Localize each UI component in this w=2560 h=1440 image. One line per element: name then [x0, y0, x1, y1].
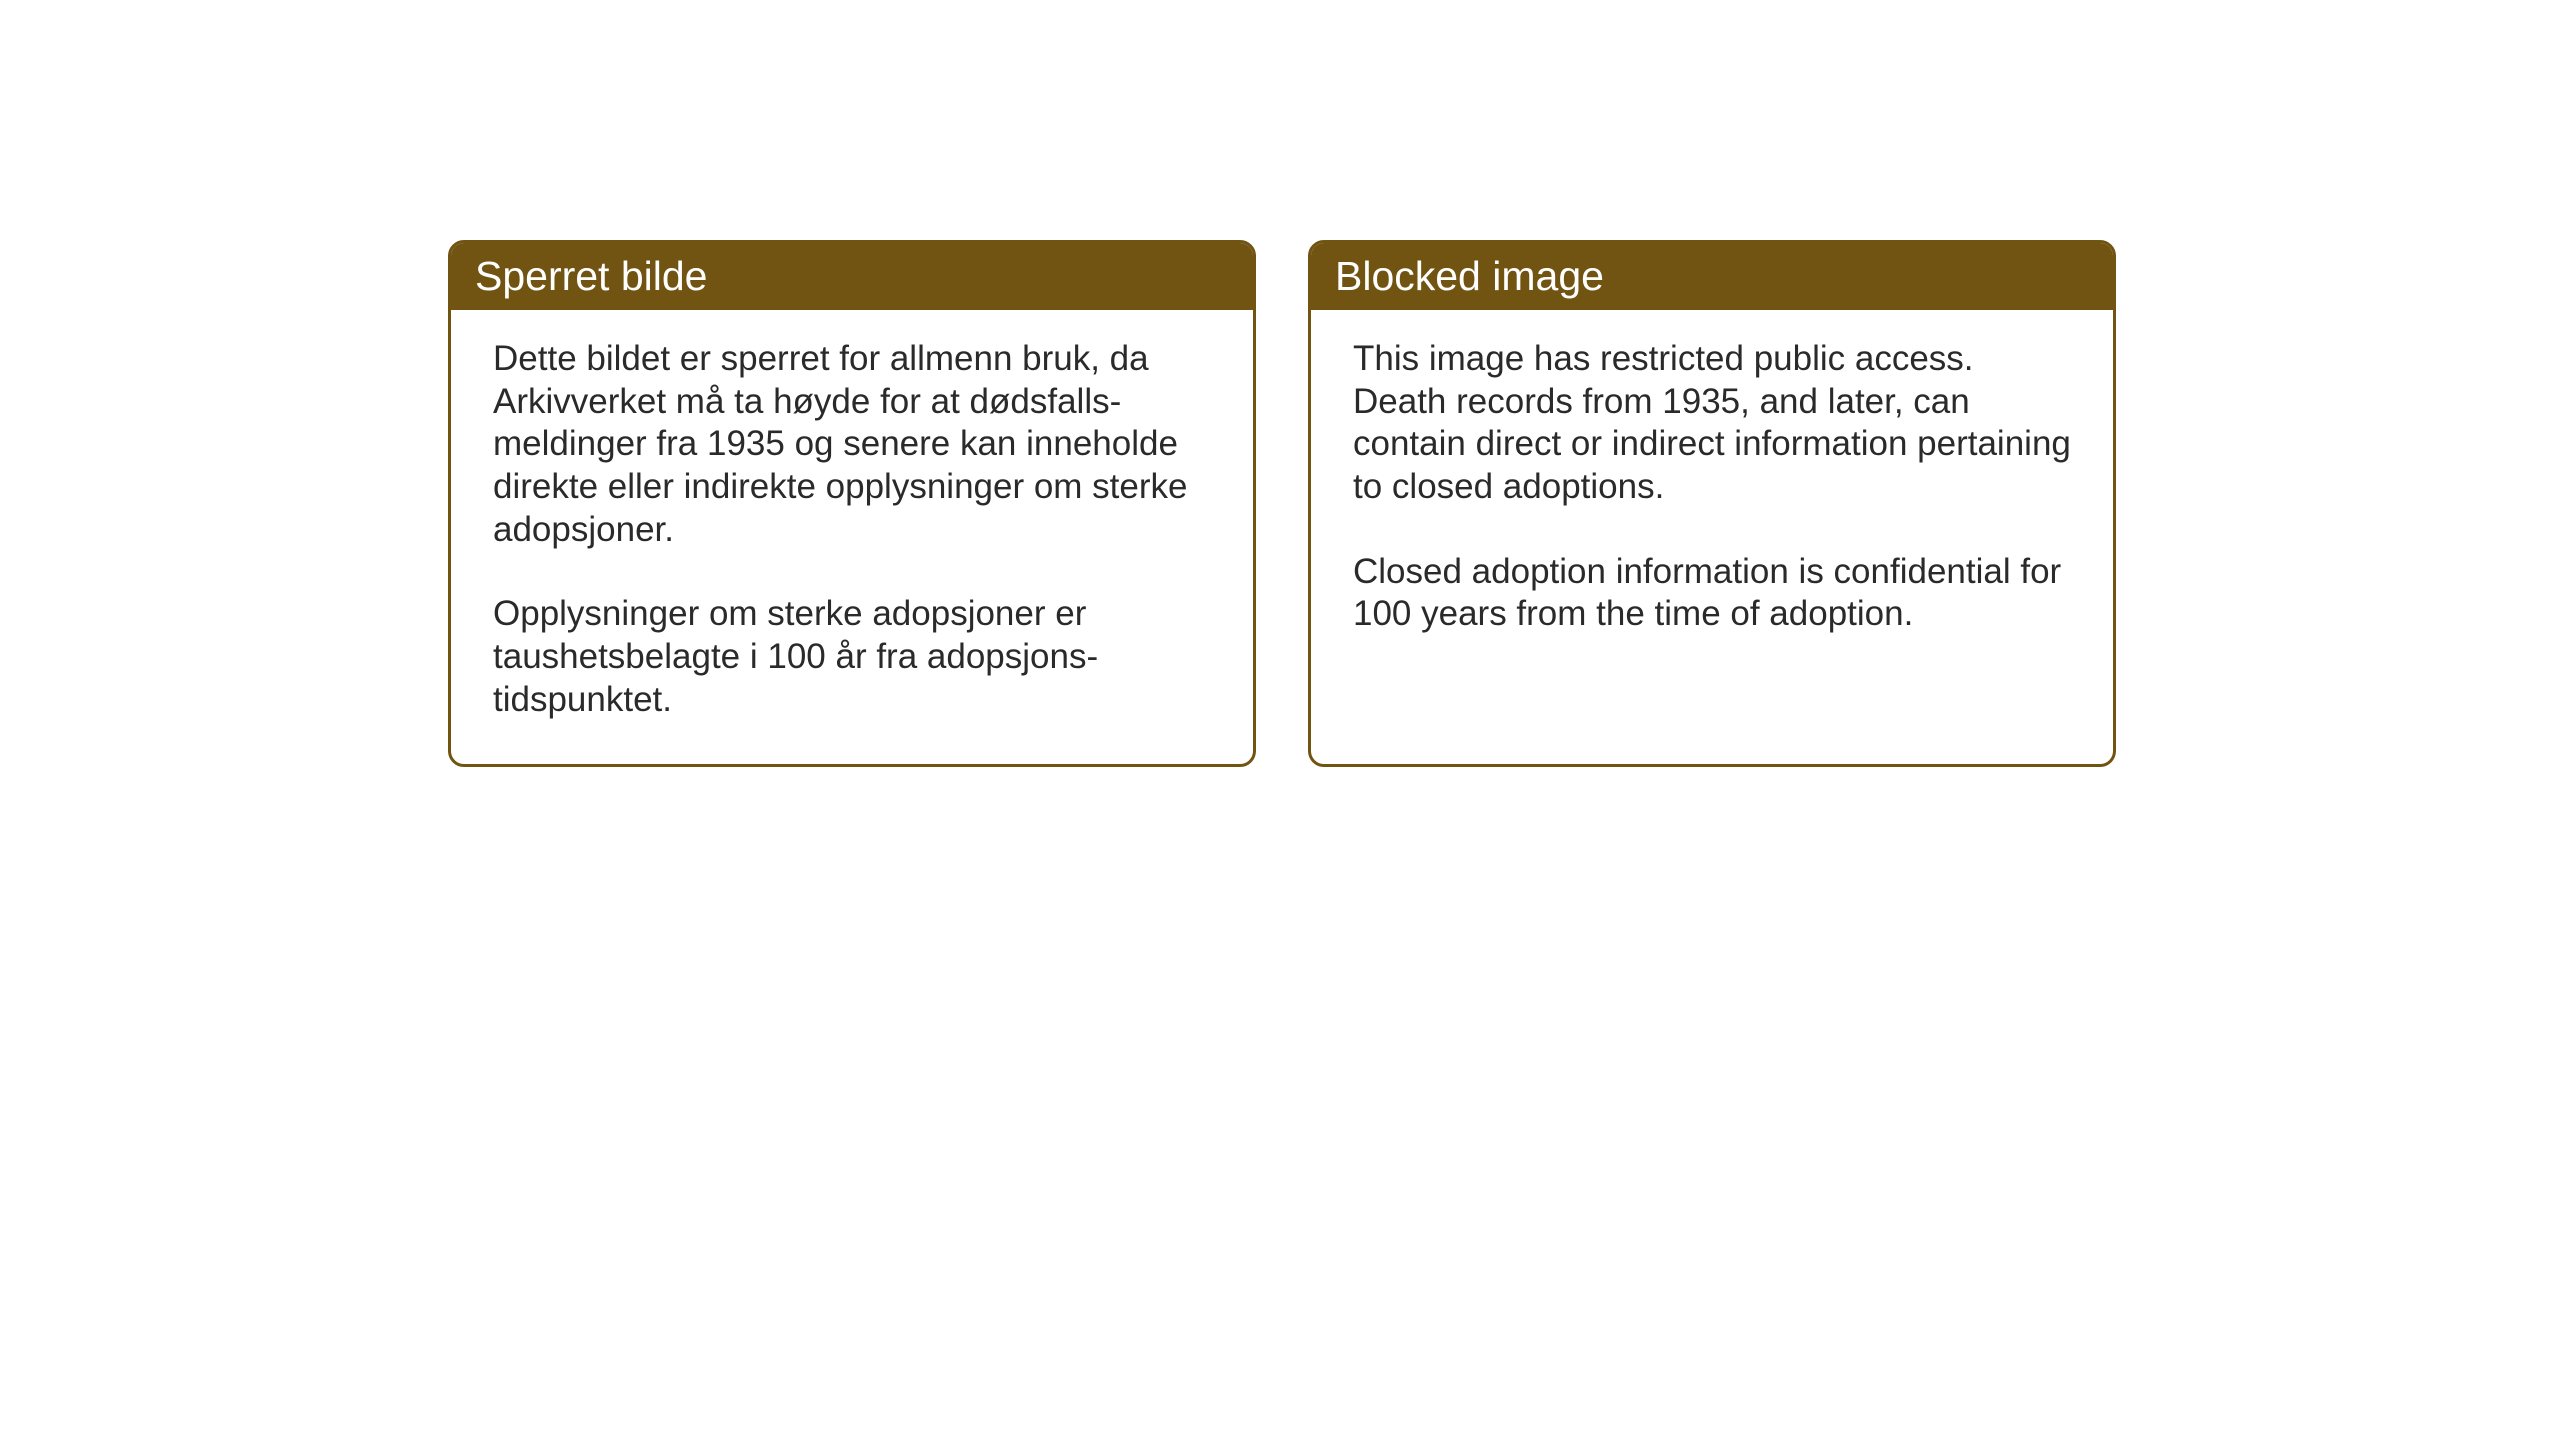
english-card-body: This image has restricted public access.…	[1311, 310, 2113, 678]
norwegian-paragraph-2: Opplysninger om sterke adopsjoner er tau…	[493, 593, 1211, 721]
english-notice-card: Blocked image This image has restricted …	[1308, 240, 2116, 767]
english-paragraph-2: Closed adoption information is confident…	[1353, 551, 2071, 636]
norwegian-card-title: Sperret bilde	[451, 243, 1253, 310]
norwegian-notice-card: Sperret bilde Dette bildet er sperret fo…	[448, 240, 1256, 767]
english-paragraph-1: This image has restricted public access.…	[1353, 338, 2071, 509]
norwegian-card-body: Dette bildet er sperret for allmenn bruk…	[451, 310, 1253, 764]
english-card-title: Blocked image	[1311, 243, 2113, 310]
notice-container: Sperret bilde Dette bildet er sperret fo…	[448, 240, 2116, 767]
norwegian-paragraph-1: Dette bildet er sperret for allmenn bruk…	[493, 338, 1211, 551]
